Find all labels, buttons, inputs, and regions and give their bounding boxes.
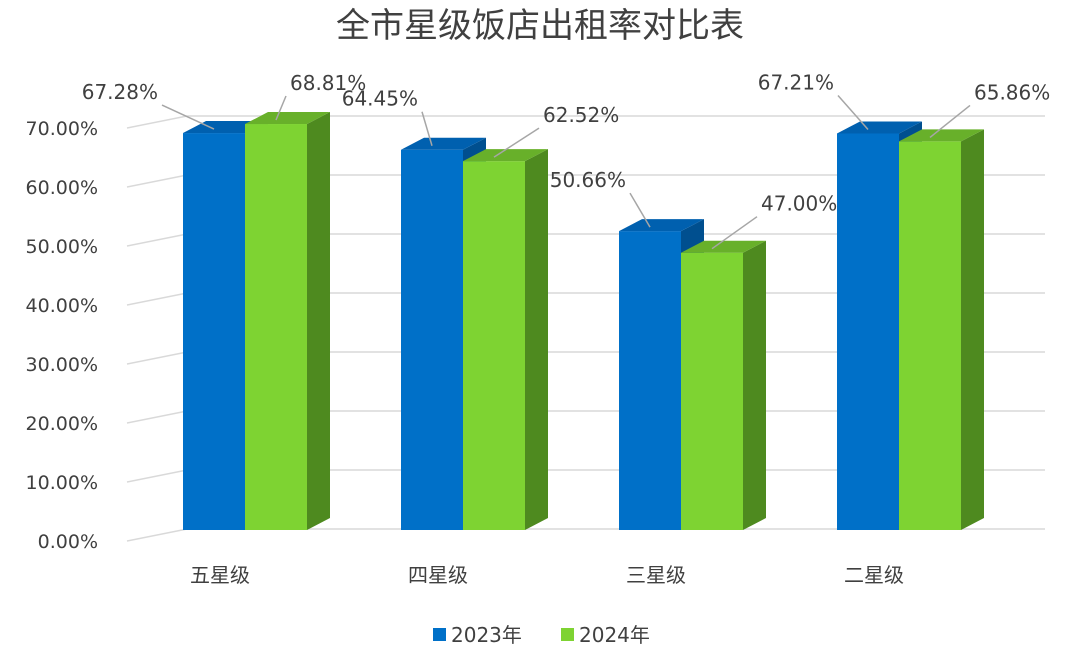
label-leader-line	[493, 127, 540, 158]
chart-title: 全市星级饭店出租率对比表	[336, 6, 744, 46]
label-leader-line	[275, 95, 287, 121]
label-leader-line	[837, 94, 869, 130]
bar-side	[307, 112, 330, 531]
bar-top	[245, 112, 330, 125]
bar-top	[401, 137, 486, 150]
y-tick-label: 60.00%	[26, 177, 98, 199]
data-label: 50.66%	[550, 168, 626, 192]
category-label: 二星级	[844, 563, 904, 587]
label-leader-line	[161, 104, 215, 130]
y-tick-label: 40.00%	[26, 295, 98, 317]
bar-front	[837, 133, 899, 530]
legend-item-2023: 2023年	[433, 623, 522, 647]
data-label: 65.86%	[974, 80, 1050, 104]
bar-side	[525, 149, 548, 530]
label-leader-line	[629, 192, 651, 228]
label-leader-line	[929, 104, 971, 139]
bar-front	[463, 161, 525, 530]
category-label: 三星级	[626, 563, 686, 587]
bar-front	[401, 149, 463, 530]
bar-2024-2	[681, 240, 766, 530]
bar-top	[463, 149, 548, 162]
y-tick-label: 50.00%	[26, 236, 98, 258]
legend-label: 2023年	[451, 623, 522, 647]
bar-front	[681, 252, 743, 530]
bar-2024-1	[463, 149, 548, 530]
bar-front	[619, 231, 681, 530]
bar-top	[619, 219, 704, 232]
bar-2024-0	[245, 112, 330, 531]
data-label: 67.28%	[82, 80, 158, 104]
y-tick-label: 10.00%	[26, 472, 98, 494]
bars	[183, 112, 984, 531]
data-label: 47.00%	[761, 192, 837, 216]
legend: 2023年 2024年	[433, 623, 650, 647]
data-labels: 67.28% 68.81%64.45% 62.52% 50.66% 47.00% 67.2…	[82, 70, 1050, 250]
data-label: 67.21%	[758, 70, 834, 94]
data-label: 64.45%	[342, 87, 418, 111]
legend-label: 2024年	[579, 623, 650, 647]
bar-top	[837, 121, 922, 134]
y-tick-label: 0.00%	[38, 531, 98, 553]
bar-front	[245, 124, 307, 530]
bar-side	[961, 129, 984, 530]
label-leader-line	[421, 111, 433, 146]
gridline	[126, 528, 1045, 542]
bar-front	[183, 133, 245, 530]
bar-top	[899, 129, 984, 142]
bar-front	[899, 141, 961, 530]
data-label: 68.81%	[290, 71, 366, 95]
category-label: 四星级	[408, 563, 468, 587]
category-label: 五星级	[190, 563, 250, 587]
legend-swatch	[561, 628, 574, 641]
y-tick-label: 30.00%	[26, 354, 98, 376]
data-label: 62.52%	[543, 103, 619, 127]
bar-top	[681, 240, 766, 253]
y-axis-tick-labels: 0.00% 10.00% 20.00% 30.00% 40.00% 50.00% 60.00…	[26, 118, 98, 553]
label-leader-line	[711, 216, 758, 250]
legend-swatch	[433, 628, 446, 641]
y-tick-label: 70.00%	[26, 118, 98, 140]
bar-side	[743, 240, 766, 530]
legend-item-2024: 2024年	[561, 623, 650, 647]
bar-2024-3	[899, 129, 984, 530]
y-tick-label: 20.00%	[26, 413, 98, 435]
x-axis-category-labels: 五星级 四星级 三星级 二星级	[190, 563, 904, 587]
